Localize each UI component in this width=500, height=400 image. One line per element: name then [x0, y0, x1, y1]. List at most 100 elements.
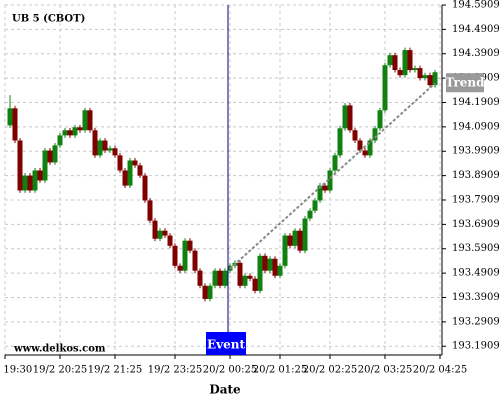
candle-body [107, 148, 113, 151]
candle-body [372, 128, 378, 141]
y-tick-label: 193.3909 [452, 292, 500, 303]
candle-body [137, 165, 143, 176]
chart-title: UB 5 (CBOT) [12, 14, 85, 25]
candle-body [317, 185, 323, 201]
y-tick-label: 194.4909 [452, 24, 500, 35]
candle-body [357, 140, 363, 151]
candle-body [277, 265, 283, 276]
candle-body [222, 270, 228, 286]
candle-body [352, 130, 358, 141]
candle-body [362, 150, 368, 156]
y-tick-label: 194.5909 [452, 0, 500, 11]
y-tick-label: 193.9909 [452, 146, 500, 157]
y-tick-label: 193.7909 [452, 194, 500, 205]
x-tick-label: 20/2 02:25 [303, 365, 357, 376]
candle-body [272, 258, 278, 276]
candle-body [52, 145, 58, 163]
candle-body [382, 65, 388, 111]
x-tick-label: 20/2 04:25 [413, 365, 467, 376]
candle-body [132, 160, 138, 166]
candle-body [282, 235, 288, 266]
x-tick-label: 20/2 01:25 [253, 365, 307, 376]
candle-body [387, 55, 393, 66]
candle-body [302, 218, 308, 251]
candle-body [77, 127, 83, 131]
candle-body [92, 130, 98, 156]
candle-body [187, 240, 193, 251]
candle-body [192, 250, 198, 271]
x-tick-label: 20/2 00:25 [203, 365, 257, 376]
y-tick-label: 193.6909 [452, 219, 500, 230]
y-tick-label: 194.3909 [452, 48, 500, 59]
candle-body [112, 148, 118, 156]
y-tick-label: 194.1909 [452, 97, 500, 108]
candle-body [162, 230, 168, 236]
candle-body [312, 200, 318, 211]
x-tick-label: 19/2 23:25 [148, 365, 202, 376]
x-tick-label: 19/2 21:25 [88, 365, 142, 376]
candle-body [27, 175, 33, 191]
y-tick-label: 193.4909 [452, 268, 500, 279]
candle-body [297, 230, 303, 251]
watermark: www.delkos.com [13, 344, 106, 355]
candle-body [167, 235, 173, 246]
candle-body [417, 68, 423, 79]
x-axis-title: Date [209, 383, 241, 397]
candle-body [172, 245, 178, 266]
candle-body [242, 275, 248, 286]
x-tick-label: 20/2 03:25 [358, 365, 412, 376]
candle-body [127, 160, 133, 186]
candle-body [337, 128, 343, 156]
candle-body [122, 170, 128, 186]
candle-body [377, 110, 383, 129]
y-tick-label: 193.8909 [452, 170, 500, 181]
candle-body [412, 68, 418, 71]
trend-label: Trend [445, 76, 485, 90]
candle-body [347, 105, 353, 131]
y-tick-label: 193.5909 [452, 243, 500, 254]
candle-body [367, 140, 373, 156]
event-label: Event [207, 338, 245, 352]
candle-body [57, 135, 63, 146]
candle-body [432, 72, 438, 86]
candle-body [307, 210, 313, 219]
candle-body [32, 170, 38, 191]
candle-body [97, 140, 103, 156]
candle-body [142, 175, 148, 201]
candle-body [342, 105, 348, 129]
event-label-box [206, 332, 246, 355]
candle-body [7, 108, 13, 126]
candle-body [427, 75, 433, 86]
x-tick-label: 19/2 19:30 [0, 365, 32, 376]
candle-body [322, 185, 328, 191]
candle-body [82, 110, 88, 131]
candle-body [102, 140, 108, 151]
candle-body [87, 110, 93, 131]
candle-body [252, 278, 258, 291]
candle-body [217, 270, 223, 286]
marks [7, 47, 438, 302]
candle-body [47, 150, 53, 163]
candle-body [182, 240, 188, 271]
candle-body [397, 70, 403, 76]
y-tick-label: 193.1909 [452, 341, 500, 352]
candle-body [237, 262, 243, 286]
candle-body [422, 75, 428, 79]
candle-body [62, 130, 68, 136]
y-tick-label: 194.0909 [452, 121, 500, 132]
candle-body [402, 50, 408, 76]
candle-body [42, 150, 48, 181]
candle-body [72, 127, 78, 136]
candle-body [257, 255, 263, 291]
candle-body [287, 235, 293, 246]
candle-body [207, 285, 213, 299]
candle-body [152, 220, 158, 239]
candle-body [267, 258, 273, 271]
trend-line [229, 82, 436, 270]
candle-body [197, 270, 203, 286]
x-tick-label: 19/2 20:25 [33, 365, 87, 376]
candle-body [117, 155, 123, 171]
candle-body [392, 55, 398, 71]
candle-body [157, 230, 163, 239]
